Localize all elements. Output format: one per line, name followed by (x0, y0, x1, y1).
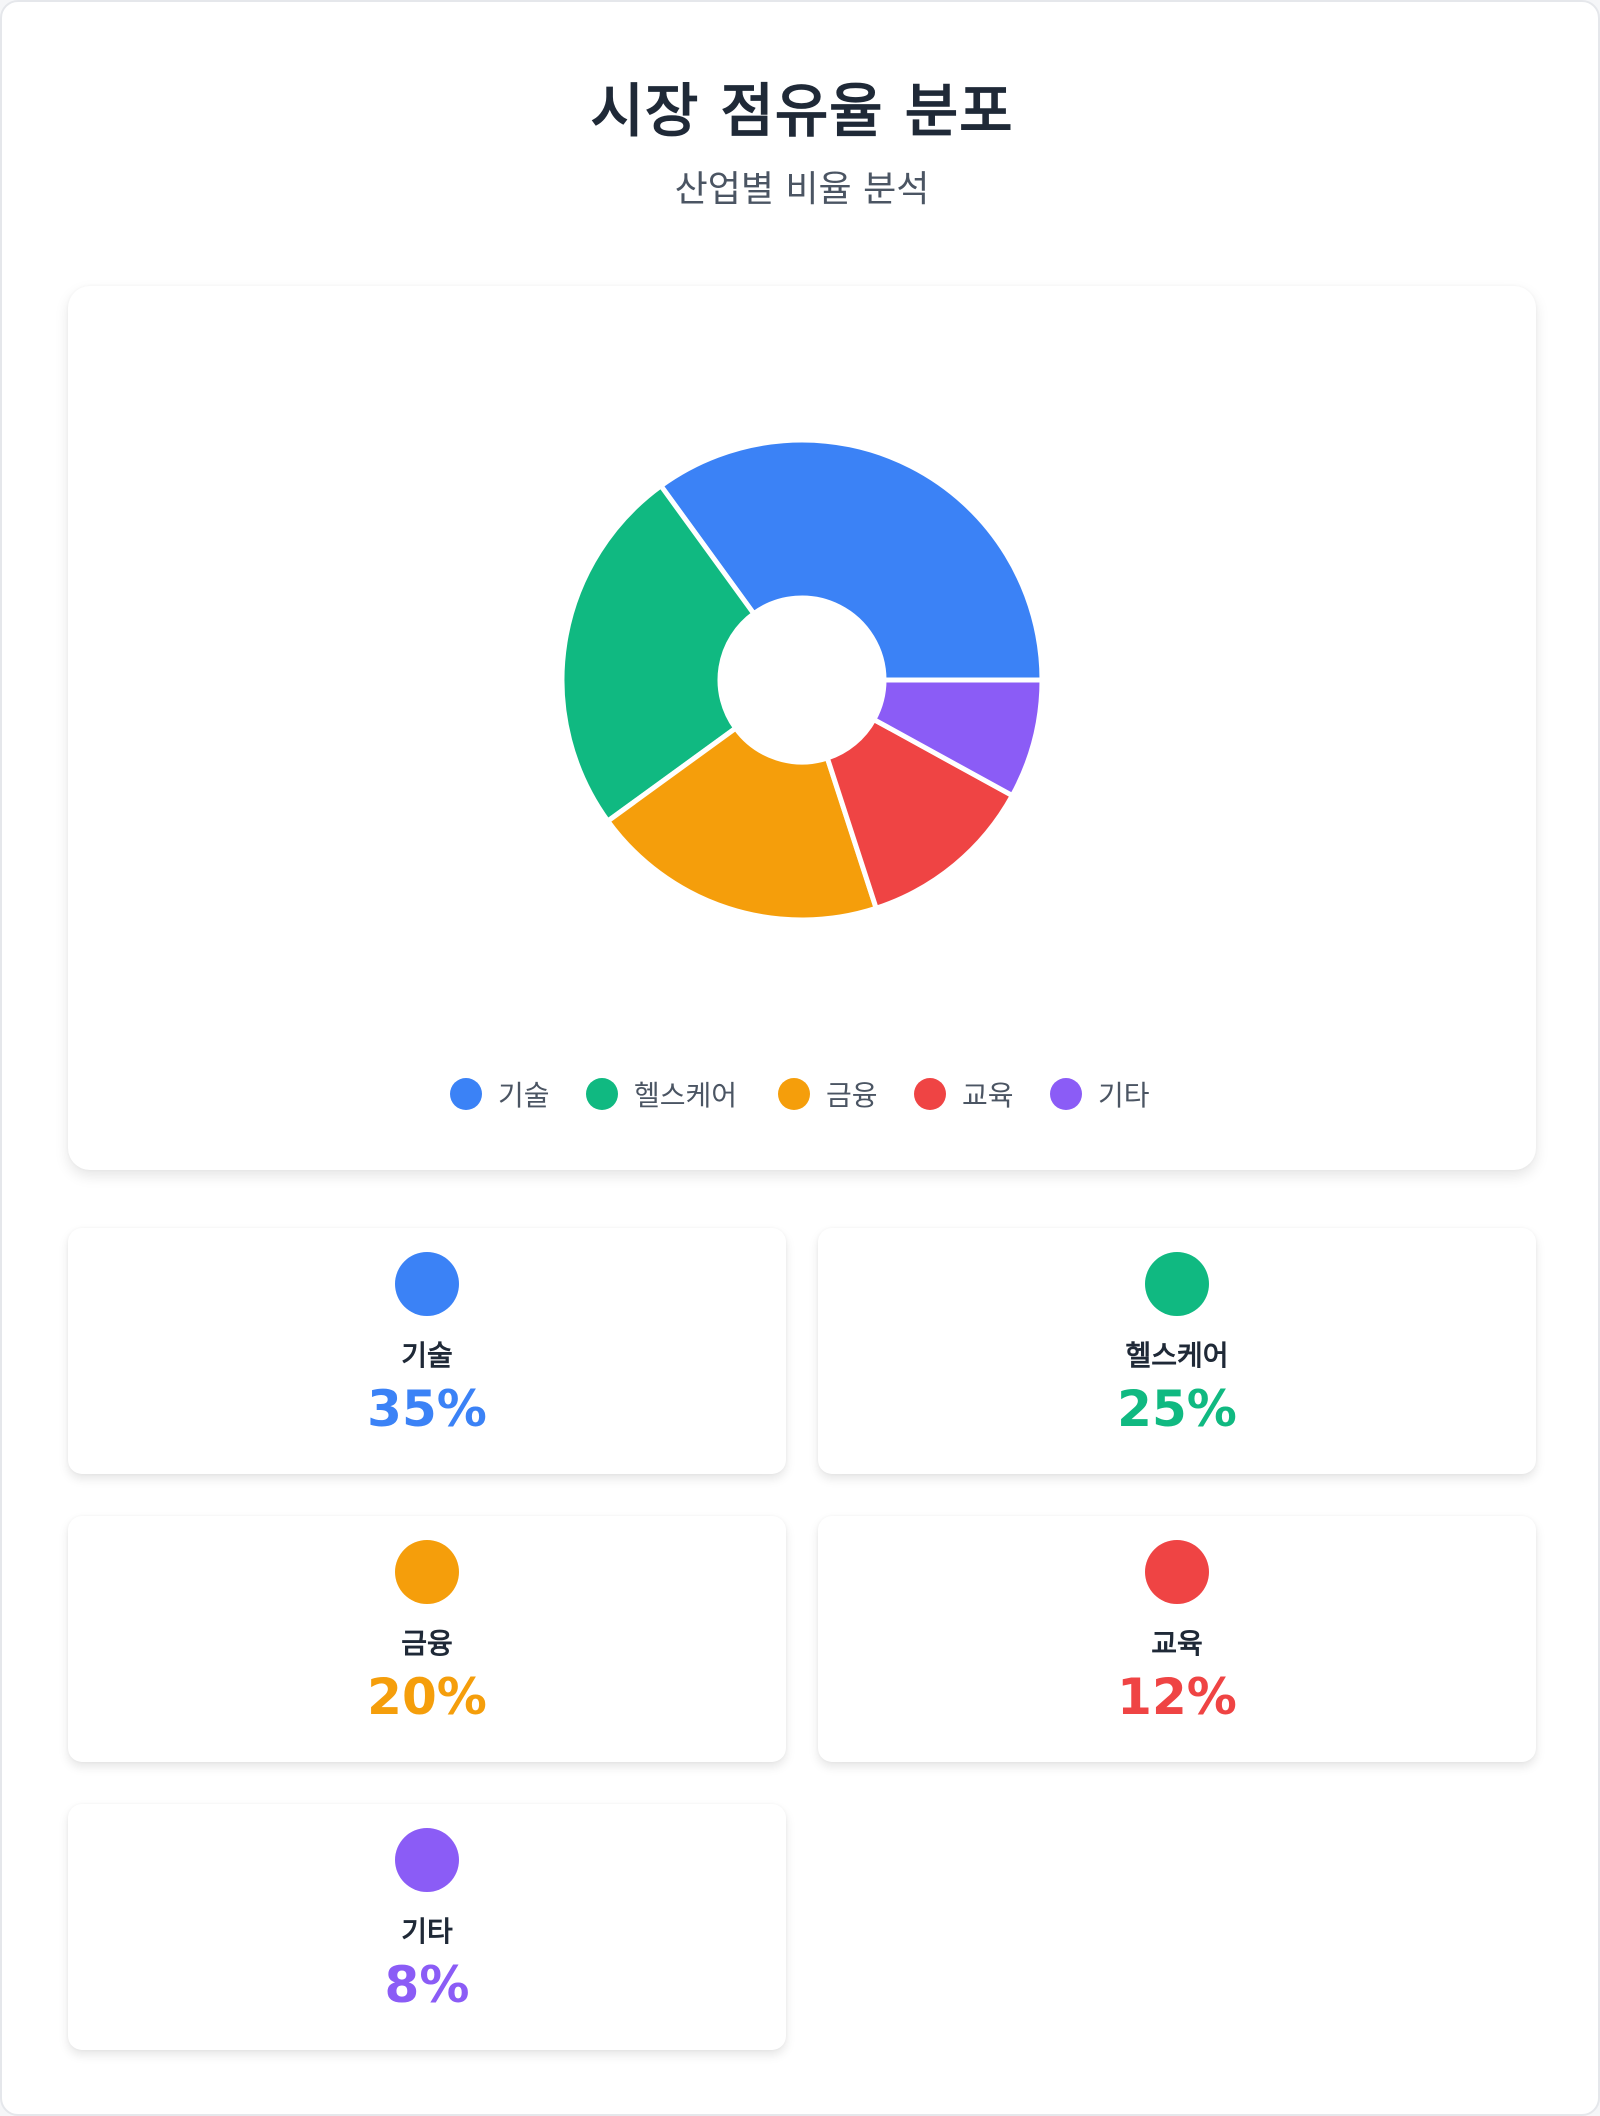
legend-marker-finance (778, 1078, 810, 1110)
stat-card-healthcare: 헬스케어 25% (818, 1228, 1536, 1474)
stat-marker-education (1145, 1540, 1209, 1604)
stat-card-other: 기타 8% (68, 1804, 786, 2050)
stat-label-other: 기타 (401, 1915, 453, 1948)
stat-marker-finance (395, 1540, 459, 1604)
stat-card-tech: 기술 35% (68, 1228, 786, 1474)
page-title: 시장 점유율 분포 (590, 77, 1014, 145)
stat-card-finance: 금융 20% (68, 1516, 786, 1762)
stat-marker-tech (395, 1252, 459, 1316)
stat-marker-healthcare (1145, 1252, 1209, 1316)
legend-label-other: 기타 (1098, 1079, 1150, 1112)
donut-slice-finance[interactable] (605, 725, 879, 923)
stat-value-education: 12% (1117, 1668, 1237, 1726)
legend-marker-healthcare (586, 1078, 618, 1110)
page-subtitle: 산업별 비율 분석 (674, 169, 930, 210)
legend-marker-tech (450, 1078, 482, 1110)
chart-legend: 기술 헬스케어 금융 교육 기타 (2, 1070, 1600, 1118)
stat-value-tech: 35% (367, 1380, 487, 1438)
legend-label-tech: 기술 (498, 1079, 550, 1112)
legend-item-healthcare[interactable]: 헬스케어 (586, 1070, 737, 1118)
stat-value-other: 8% (384, 1956, 470, 2014)
legend-label-education: 교육 (962, 1079, 1014, 1112)
legend-item-other[interactable]: 기타 (1050, 1070, 1150, 1118)
donut-slice-other[interactable] (871, 677, 1045, 799)
stat-label-education: 교육 (1151, 1627, 1203, 1660)
chart-card (68, 286, 1536, 1170)
donut-slice-healthcare[interactable] (559, 483, 757, 824)
donut-slice-education[interactable] (824, 717, 1015, 911)
legend-marker-education (914, 1078, 946, 1110)
stat-label-finance: 금융 (401, 1627, 453, 1660)
legend-marker-other (1050, 1078, 1082, 1110)
legend-item-education[interactable]: 교육 (914, 1070, 1014, 1118)
stat-label-healthcare: 헬스케어 (1125, 1339, 1229, 1372)
stat-value-finance: 20% (367, 1668, 487, 1726)
legend-label-finance: 금융 (826, 1079, 878, 1112)
donut-slice-tech[interactable] (658, 437, 1045, 683)
legend-item-tech[interactable]: 기술 (450, 1070, 550, 1118)
stat-label-tech: 기술 (401, 1339, 453, 1372)
stat-marker-other (395, 1828, 459, 1892)
stat-card-education: 교육 12% (818, 1516, 1536, 1762)
stat-value-healthcare: 25% (1117, 1380, 1237, 1438)
legend-item-finance[interactable]: 금융 (778, 1070, 878, 1118)
donut-chart (559, 437, 1045, 923)
legend-label-healthcare: 헬스케어 (634, 1079, 738, 1112)
